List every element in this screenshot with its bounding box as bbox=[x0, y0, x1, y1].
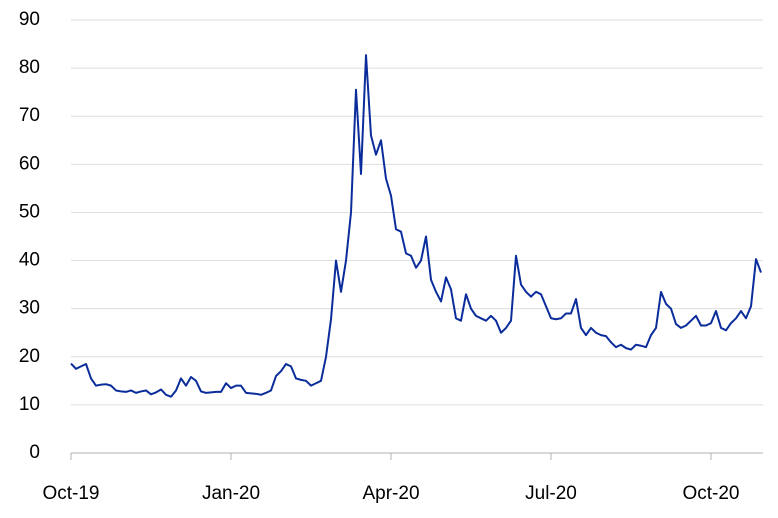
y-tick-label: 30 bbox=[19, 298, 40, 319]
y-tick-label: 60 bbox=[19, 153, 40, 174]
y-tick-label: 40 bbox=[19, 250, 40, 271]
series-line bbox=[70, 54, 762, 398]
y-tick-label: 50 bbox=[19, 201, 40, 222]
y-tick-label: 20 bbox=[19, 346, 40, 367]
x-tick-label: Oct-20 bbox=[682, 483, 739, 504]
y-tick-label: 80 bbox=[19, 57, 40, 78]
x-tick-label: Oct-19 bbox=[42, 483, 99, 504]
x-tick-label: Apr-20 bbox=[362, 483, 419, 504]
y-tick-label: 90 bbox=[19, 9, 40, 30]
y-tick-label: 70 bbox=[19, 105, 40, 126]
x-tick-label: Jan-20 bbox=[202, 483, 260, 504]
y-tick-label: 10 bbox=[19, 394, 40, 415]
y-tick-label: 0 bbox=[29, 442, 40, 463]
x-tick-label: Jul-20 bbox=[525, 483, 577, 504]
